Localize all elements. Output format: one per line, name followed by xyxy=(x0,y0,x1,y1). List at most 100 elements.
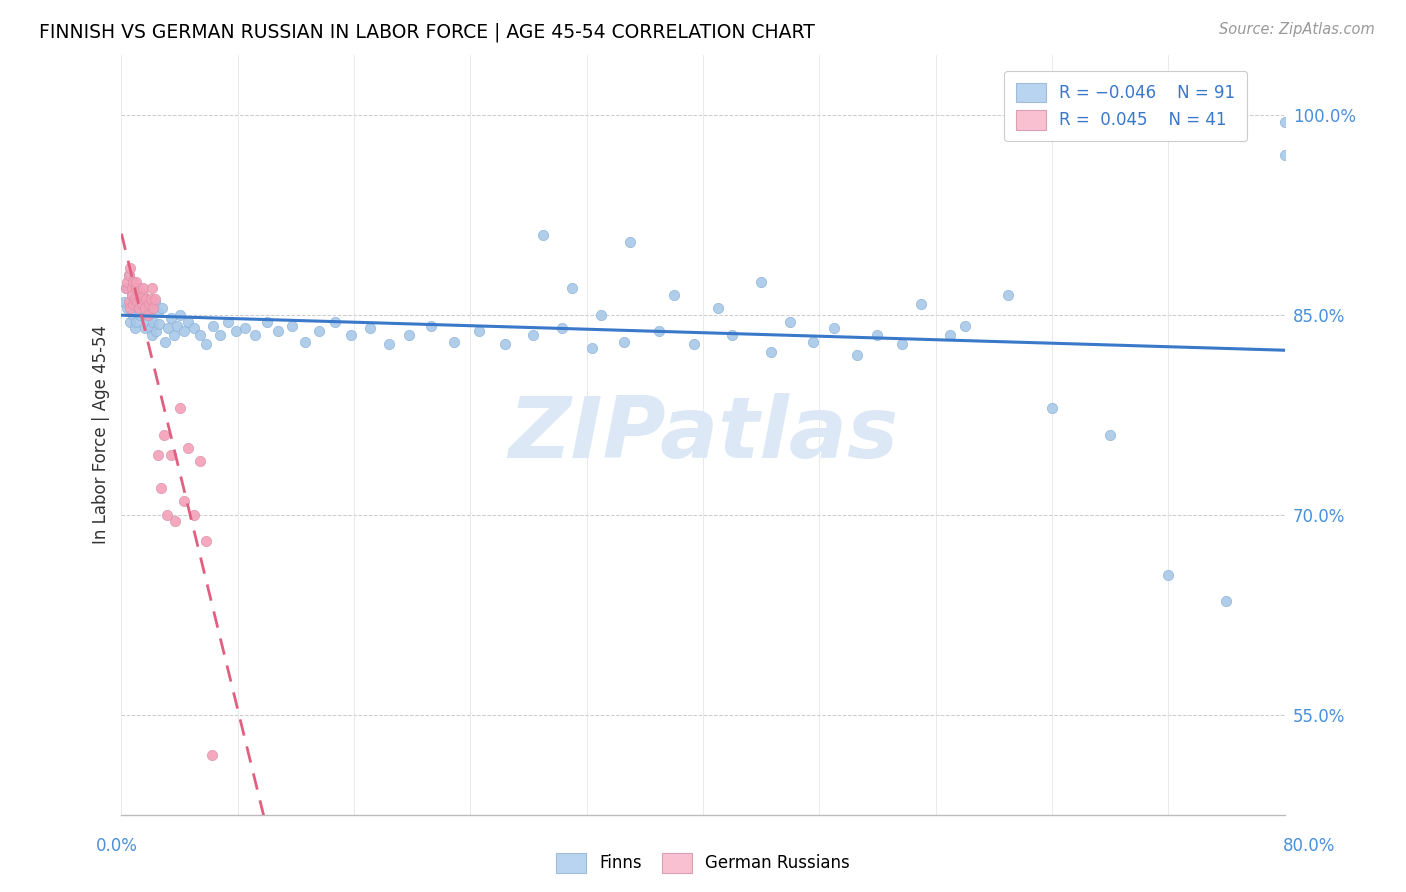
Point xyxy=(169,308,191,322)
Point xyxy=(721,327,744,342)
Text: FINNISH VS GERMAN RUSSIAN IN LABOR FORCE | AGE 45-54 CORRELATION CHART: FINNISH VS GERMAN RUSSIAN IN LABOR FORCE… xyxy=(39,22,815,42)
Point xyxy=(163,327,186,342)
Point xyxy=(145,324,167,338)
Point xyxy=(823,321,845,335)
Point xyxy=(146,305,169,319)
Point xyxy=(522,327,544,342)
Point xyxy=(267,324,290,338)
Point xyxy=(149,481,172,495)
Point xyxy=(177,315,200,329)
Point xyxy=(165,515,187,529)
Point xyxy=(581,341,603,355)
Point xyxy=(120,315,142,329)
Point xyxy=(749,275,772,289)
Point xyxy=(127,301,149,316)
Point xyxy=(121,288,143,302)
Point xyxy=(225,324,247,338)
Point xyxy=(134,321,156,335)
Point xyxy=(803,334,825,349)
Point xyxy=(939,327,962,342)
Point xyxy=(120,261,142,276)
Point xyxy=(156,321,179,335)
Point xyxy=(129,292,152,306)
Point xyxy=(648,324,671,338)
Point xyxy=(846,348,869,362)
Point xyxy=(143,292,166,306)
Point xyxy=(150,301,173,316)
Point xyxy=(112,294,135,309)
Point xyxy=(217,315,239,329)
Point xyxy=(122,275,145,289)
Point xyxy=(117,275,139,289)
Point xyxy=(117,301,139,316)
Point xyxy=(308,324,330,338)
Point xyxy=(135,308,157,322)
Point xyxy=(148,318,170,332)
Point xyxy=(910,297,932,311)
Point xyxy=(132,301,155,316)
Point xyxy=(662,288,685,302)
Point xyxy=(118,294,141,309)
Point xyxy=(340,327,363,342)
Point xyxy=(125,275,148,289)
Point xyxy=(118,268,141,282)
Point xyxy=(613,334,636,349)
Point xyxy=(122,308,145,322)
Point xyxy=(152,428,174,442)
Point xyxy=(209,327,232,342)
Point xyxy=(1099,428,1122,442)
Point xyxy=(233,321,256,335)
Point xyxy=(122,275,145,289)
Y-axis label: In Labor Force | Age 45-54: In Labor Force | Age 45-54 xyxy=(93,326,110,544)
Point xyxy=(128,301,150,316)
Point xyxy=(997,288,1019,302)
Point xyxy=(128,288,150,302)
Point xyxy=(131,294,153,309)
Point xyxy=(155,508,177,522)
Point xyxy=(891,337,914,351)
Point xyxy=(128,284,150,298)
Point xyxy=(124,321,146,335)
Point xyxy=(160,310,183,325)
Point xyxy=(779,315,801,329)
Point xyxy=(136,315,159,329)
Point xyxy=(125,281,148,295)
Point xyxy=(173,494,195,508)
Point xyxy=(1274,114,1296,128)
Point xyxy=(761,345,783,359)
Point xyxy=(188,454,211,468)
Point xyxy=(188,327,211,342)
Point xyxy=(200,747,222,762)
Point xyxy=(866,327,889,342)
Legend: R = −0.046    N = 91, R =  0.045    N = 41: R = −0.046 N = 91, R = 0.045 N = 41 xyxy=(1004,71,1247,141)
Point xyxy=(378,337,401,351)
Point xyxy=(146,448,169,462)
Point xyxy=(136,308,159,322)
Point xyxy=(1040,401,1063,416)
Point xyxy=(194,534,217,549)
Point xyxy=(183,321,205,335)
Point xyxy=(420,318,443,333)
Text: ZIPatlas: ZIPatlas xyxy=(508,393,898,476)
Point xyxy=(124,292,146,306)
Point xyxy=(160,448,183,462)
Point xyxy=(143,294,166,309)
Point xyxy=(118,268,141,282)
Point xyxy=(256,315,278,329)
Point xyxy=(561,281,583,295)
Point xyxy=(114,281,136,295)
Point xyxy=(551,321,574,335)
Point xyxy=(683,337,706,351)
Point xyxy=(153,334,176,349)
Point xyxy=(128,281,150,295)
Legend: Finns, German Russians: Finns, German Russians xyxy=(550,847,856,880)
Point xyxy=(141,327,163,342)
Point xyxy=(245,327,267,342)
Point xyxy=(173,324,195,338)
Point xyxy=(125,315,148,329)
Point xyxy=(121,281,143,295)
Text: 0.0%: 0.0% xyxy=(96,837,138,855)
Point xyxy=(177,441,200,455)
Point xyxy=(132,281,155,295)
Point xyxy=(166,318,188,333)
